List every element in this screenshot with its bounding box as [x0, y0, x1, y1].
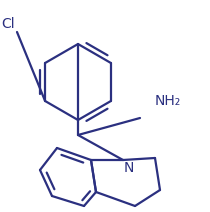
Text: N: N	[124, 161, 134, 175]
Text: Cl: Cl	[1, 17, 15, 31]
Text: NH₂: NH₂	[155, 94, 181, 108]
